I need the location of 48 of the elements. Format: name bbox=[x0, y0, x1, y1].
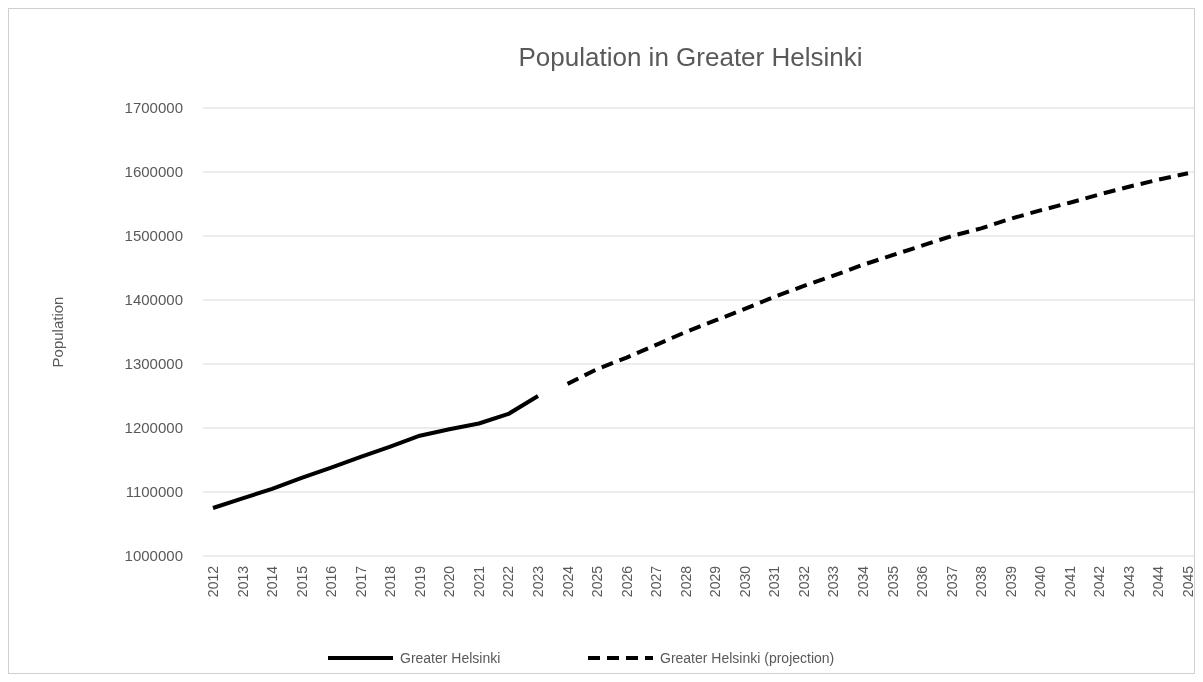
legend-label: Greater Helsinki (projection) bbox=[660, 650, 835, 666]
y-tick-label: 1700000 bbox=[124, 99, 183, 116]
x-tick-label: 2043 bbox=[1120, 565, 1137, 598]
x-tick-label: 2027 bbox=[648, 565, 665, 598]
x-tick-label: 2042 bbox=[1091, 565, 1108, 598]
line-series bbox=[211, 394, 540, 510]
legend-label: Greater Helsinki bbox=[400, 650, 501, 666]
x-tick-label: 2023 bbox=[530, 565, 546, 598]
line-series bbox=[565, 171, 1190, 386]
x-tick-label: 2029 bbox=[707, 565, 724, 598]
x-tick-label: 2017 bbox=[352, 565, 369, 598]
x-tick-label: 2033 bbox=[825, 565, 842, 598]
x-tick-label: 2015 bbox=[293, 565, 310, 598]
y-tick-label: 1600000 bbox=[124, 163, 183, 180]
x-tick-label: 2034 bbox=[855, 565, 871, 598]
y-tick-label: 1500000 bbox=[124, 227, 183, 244]
x-tick-label: 2021 bbox=[470, 565, 487, 598]
x-tick-label: 2041 bbox=[1061, 565, 1078, 598]
x-tick-label: 2032 bbox=[795, 565, 812, 598]
x-tick-label: 2045 bbox=[1180, 565, 1196, 598]
x-tick-label: 2016 bbox=[323, 565, 340, 598]
x-tick-label: 2040 bbox=[1032, 565, 1049, 598]
y-axis-title: Population bbox=[49, 296, 66, 368]
x-tick-label: 2022 bbox=[500, 565, 517, 598]
x-tick-label: 2013 bbox=[234, 565, 251, 598]
y-tick-label: 1000000 bbox=[124, 547, 183, 564]
x-tick-label: 2038 bbox=[973, 565, 990, 598]
x-tick-label: 2026 bbox=[618, 565, 635, 598]
x-tick-label: 2037 bbox=[943, 565, 960, 598]
x-tick-label: 2020 bbox=[441, 565, 458, 598]
y-tick-label: 1400000 bbox=[124, 291, 183, 308]
x-tick-label: 2030 bbox=[736, 565, 753, 598]
x-tick-label: 2025 bbox=[589, 565, 606, 598]
x-tick-label: 2019 bbox=[411, 565, 428, 598]
x-tick-label: 2018 bbox=[382, 565, 399, 598]
x-tick-label: 2014 bbox=[264, 565, 281, 598]
x-tick-label: 2036 bbox=[914, 565, 931, 598]
x-tick-label: 2039 bbox=[1002, 565, 1019, 598]
x-tick-label: 2035 bbox=[884, 565, 901, 598]
y-tick-label: 1200000 bbox=[124, 419, 183, 436]
x-tick-label: 2024 bbox=[559, 565, 576, 598]
x-tick-label: 2031 bbox=[766, 565, 783, 598]
x-tick-label: 2028 bbox=[677, 565, 694, 598]
y-tick-label: 1100000 bbox=[125, 483, 183, 500]
chart-title: Population in Greater Helsinki bbox=[518, 42, 863, 72]
y-tick-label: 1300000 bbox=[124, 355, 183, 372]
x-tick-label: 2044 bbox=[1150, 565, 1167, 598]
x-tick-label: 2012 bbox=[205, 565, 221, 598]
